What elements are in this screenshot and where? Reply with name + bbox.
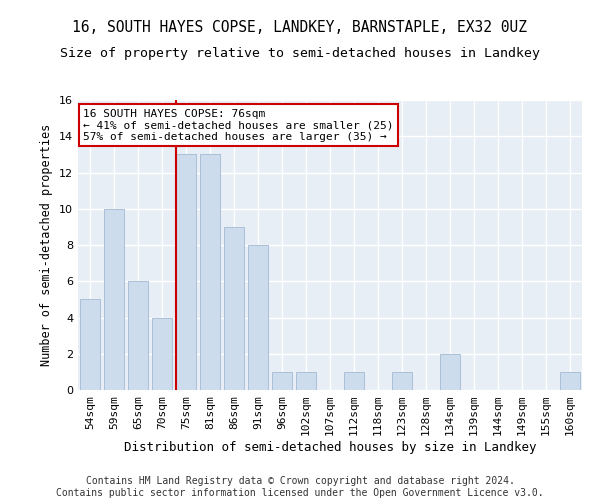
Bar — [104, 209, 124, 390]
Text: 16, SOUTH HAYES COPSE, LANDKEY, BARNSTAPLE, EX32 0UZ: 16, SOUTH HAYES COPSE, LANDKEY, BARNSTAP… — [73, 20, 527, 35]
Bar — [80, 300, 100, 390]
Bar — [200, 154, 220, 390]
Bar — [176, 154, 196, 390]
Bar — [224, 227, 244, 390]
Text: Size of property relative to semi-detached houses in Landkey: Size of property relative to semi-detach… — [60, 48, 540, 60]
Text: Contains HM Land Registry data © Crown copyright and database right 2024.
Contai: Contains HM Land Registry data © Crown c… — [56, 476, 544, 498]
Y-axis label: Number of semi-detached properties: Number of semi-detached properties — [40, 124, 53, 366]
Bar — [272, 372, 292, 390]
Bar — [128, 281, 148, 390]
Bar — [344, 372, 364, 390]
Bar — [296, 372, 316, 390]
Text: 16 SOUTH HAYES COPSE: 76sqm
← 41% of semi-detached houses are smaller (25)
57% o: 16 SOUTH HAYES COPSE: 76sqm ← 41% of sem… — [83, 108, 394, 142]
Bar — [440, 354, 460, 390]
X-axis label: Distribution of semi-detached houses by size in Landkey: Distribution of semi-detached houses by … — [124, 441, 536, 454]
Bar — [392, 372, 412, 390]
Bar — [248, 245, 268, 390]
Bar — [560, 372, 580, 390]
Bar — [152, 318, 172, 390]
